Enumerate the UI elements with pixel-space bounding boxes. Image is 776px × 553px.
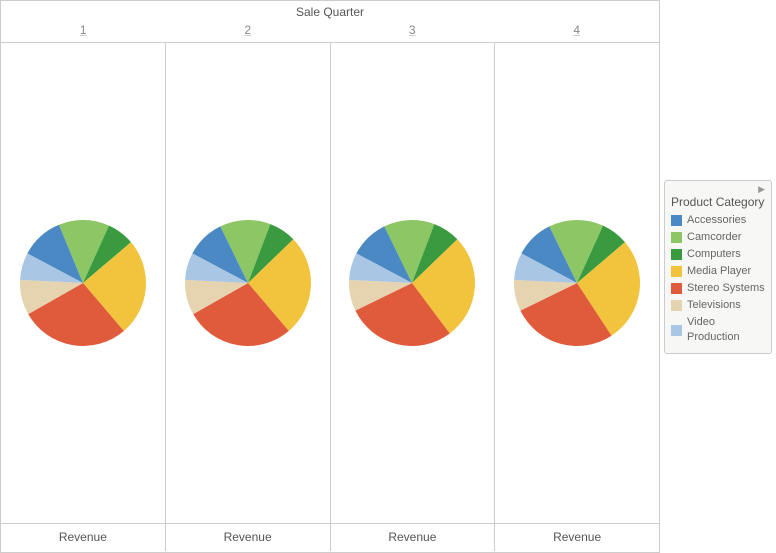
chart-cell-4 [495, 43, 659, 523]
charts-row [1, 43, 659, 523]
facet-title: Sale Quarter [1, 1, 659, 21]
legend-panel: ▶ Product Category Accessories Camcorder C… [660, 0, 776, 553]
chart-cell-1 [1, 43, 166, 523]
legend-collapse-icon[interactable]: ▶ [671, 185, 765, 195]
legend-swatch [671, 283, 682, 294]
legend-box: ▶ Product Category Accessories Camcorder C… [664, 180, 772, 354]
legend-item-label: Camcorder [687, 230, 741, 245]
legend-item-label: Media Player [687, 264, 751, 279]
legend-item[interactable]: Video Production [671, 315, 765, 345]
footer-label-1: Revenue [1, 524, 166, 551]
chart-cell-2 [166, 43, 331, 523]
quarter-header-2[interactable]: 2 [166, 21, 331, 42]
footer-row: Revenue Revenue Revenue Revenue [1, 523, 659, 551]
footer-label-2: Revenue [166, 524, 331, 551]
pie-chart-3[interactable] [349, 220, 475, 346]
pie-chart-4[interactable] [514, 220, 640, 346]
legend-item-label: Accessories [687, 213, 746, 228]
legend-swatch [671, 300, 682, 311]
pie-chart-2[interactable] [185, 220, 311, 346]
legend-item[interactable]: Media Player [671, 264, 765, 279]
quarter-header-row: 1 2 3 4 [1, 21, 659, 43]
main-chart-area: Sale Quarter 1 2 3 4 Revenue Revenue Rev… [0, 0, 660, 553]
quarter-header-1[interactable]: 1 [1, 21, 166, 42]
legend-swatch [671, 249, 682, 260]
legend-item[interactable]: Computers [671, 247, 765, 262]
legend-item[interactable]: Stereo Systems [671, 281, 765, 296]
legend-title: Product Category [671, 195, 765, 209]
legend-item-label: Televisions [687, 298, 741, 313]
footer-label-3: Revenue [331, 524, 496, 551]
chart-container: Sale Quarter 1 2 3 4 Revenue Revenue Rev… [0, 0, 776, 553]
legend-item[interactable]: Televisions [671, 298, 765, 313]
pie-chart-1[interactable] [20, 220, 146, 346]
footer-label-4: Revenue [495, 524, 659, 551]
legend-item-label: Video Production [687, 315, 765, 345]
legend-item[interactable]: Accessories [671, 213, 765, 228]
quarter-header-3[interactable]: 3 [330, 21, 495, 42]
legend-swatch [671, 266, 682, 277]
legend-item-label: Computers [687, 247, 741, 262]
legend-item-label: Stereo Systems [687, 281, 765, 296]
legend-swatch [671, 215, 682, 226]
chart-cell-3 [331, 43, 496, 523]
legend-item[interactable]: Camcorder [671, 230, 765, 245]
quarter-header-4[interactable]: 4 [495, 21, 660, 42]
legend-swatch [671, 232, 682, 243]
legend-swatch [671, 325, 682, 336]
